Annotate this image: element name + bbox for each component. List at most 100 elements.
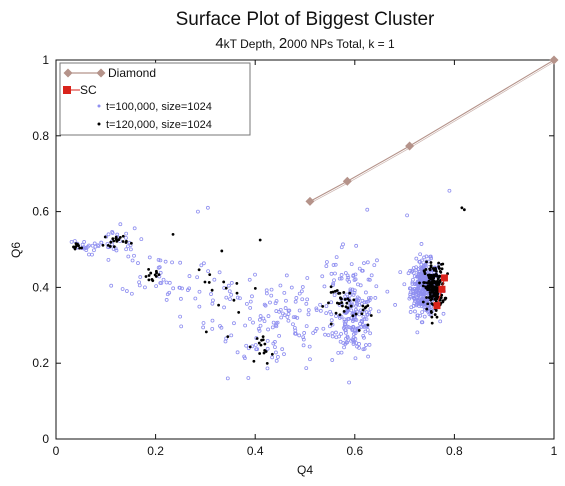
point-t100 <box>293 315 298 319</box>
point-t100 <box>334 335 339 340</box>
point-t100 <box>171 286 176 291</box>
diamond-line <box>309 59 555 202</box>
point-t100 <box>278 283 283 288</box>
y-tick-label: 0.6 <box>32 205 49 219</box>
point-t100 <box>373 296 378 300</box>
point-t120 <box>345 301 349 305</box>
point-t100 <box>211 298 215 303</box>
point-t100 <box>367 342 372 347</box>
point-t100 <box>132 253 136 258</box>
subtitle-np-rest: 000 NPs Total, k = 1 <box>287 37 395 51</box>
point-t120 <box>338 313 342 317</box>
point-t100 <box>225 376 230 381</box>
point-t120 <box>441 262 445 266</box>
point-t120 <box>147 278 151 282</box>
point-t100 <box>84 246 88 250</box>
point-t100 <box>283 306 288 310</box>
point-t100 <box>314 326 319 331</box>
point-t100 <box>300 285 305 289</box>
point-t100 <box>196 209 200 214</box>
point-t100 <box>229 333 234 338</box>
point-t100 <box>363 290 368 295</box>
point-t120 <box>462 208 466 212</box>
point-t100 <box>124 235 128 240</box>
point-t100 <box>124 289 129 293</box>
point-t120 <box>431 284 434 288</box>
sc-marker <box>440 274 448 282</box>
diamond-marker <box>342 176 352 186</box>
point-t120 <box>111 237 115 241</box>
point-t100 <box>90 243 95 248</box>
point-t120 <box>431 275 435 279</box>
point-t100 <box>372 263 377 268</box>
point-t100 <box>351 273 356 278</box>
diamond-marker <box>305 196 315 206</box>
point-t120 <box>418 281 421 285</box>
point-t100 <box>342 319 347 324</box>
point-t100 <box>414 292 419 297</box>
point-t100 <box>297 308 302 313</box>
point-t100 <box>357 345 361 350</box>
point-t120 <box>429 265 433 269</box>
point-t100 <box>347 279 352 284</box>
point-t100 <box>69 239 74 244</box>
point-t100 <box>178 314 183 319</box>
point-t100 <box>273 345 277 350</box>
point-t120 <box>253 286 257 290</box>
point-t120 <box>435 287 438 290</box>
point-t100 <box>351 335 356 340</box>
point-t100 <box>257 328 262 333</box>
diamond-line-shadow <box>309 61 555 204</box>
point-t100 <box>224 336 229 341</box>
point-t100 <box>417 276 422 280</box>
point-t100 <box>257 317 262 322</box>
point-t100 <box>226 283 231 288</box>
point-t120 <box>151 279 155 283</box>
point-t100 <box>365 207 370 212</box>
point-t100 <box>297 333 302 338</box>
point-t120 <box>439 296 443 300</box>
point-t100 <box>412 301 417 306</box>
point-t120 <box>428 291 432 295</box>
point-t100 <box>424 254 429 259</box>
point-t100 <box>416 298 420 303</box>
point-t100 <box>280 347 285 352</box>
point-t120 <box>327 301 330 305</box>
point-t100 <box>364 317 369 322</box>
point-t100 <box>244 301 249 306</box>
legend: Diamond SC t=100,000, size=1024 t=120,00… <box>59 62 251 136</box>
point-t100 <box>364 310 369 315</box>
point-t100 <box>416 267 421 271</box>
point-t100 <box>195 275 200 280</box>
point-t120 <box>424 268 428 271</box>
point-t120 <box>147 267 151 271</box>
point-t100 <box>179 324 184 329</box>
point-t100 <box>349 308 354 313</box>
point-t120 <box>427 279 431 283</box>
point-t120 <box>431 278 435 282</box>
axis-ticks: 0 0.2 0.4 0.6 0.8 1 0 0.2 0.4 0.6 0.8 1 <box>32 53 557 458</box>
point-t120 <box>440 267 444 271</box>
point-t100 <box>357 296 361 301</box>
point-t100 <box>163 259 168 264</box>
point-t100 <box>361 347 366 352</box>
point-t100 <box>304 366 309 371</box>
point-t120 <box>129 241 133 245</box>
point-t120 <box>352 298 356 302</box>
point-t100 <box>161 277 166 282</box>
point-t100 <box>115 232 120 237</box>
point-t100 <box>357 302 362 307</box>
point-t100 <box>352 288 357 293</box>
point-t100 <box>229 292 234 297</box>
point-t120 <box>437 281 441 284</box>
x-tick-label: 0.4 <box>247 444 264 458</box>
point-t100 <box>266 314 271 318</box>
point-t120 <box>217 303 220 307</box>
point-t100 <box>418 259 422 264</box>
legend-label-t100: t=100,000, size=1024 <box>106 101 212 113</box>
point-t100 <box>334 314 338 318</box>
point-t100 <box>318 308 323 313</box>
point-t100 <box>262 319 267 324</box>
point-t100 <box>299 289 304 294</box>
point-t100 <box>366 296 371 301</box>
